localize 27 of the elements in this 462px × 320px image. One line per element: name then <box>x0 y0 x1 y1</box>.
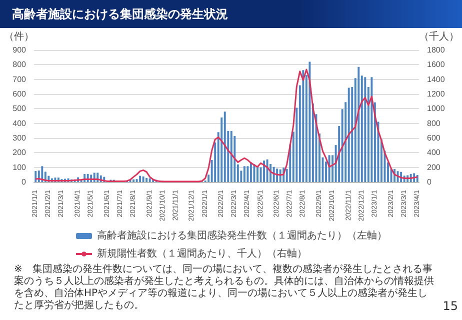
y2-tick-label: 200 <box>427 162 441 172</box>
y-tick-label: 800 <box>12 60 27 70</box>
text: 15 <box>442 299 458 313</box>
y2-tick-label: 1800 <box>427 46 446 54</box>
chart-title: 高齢者施設における集団感染の発生状況 <box>0 0 462 28</box>
y-tick-label: 200 <box>12 148 27 158</box>
y2-tick-label: 0 <box>427 178 432 186</box>
text: ※ 集団感染の発生件数については、同一の場において、複数の感染者が発生したとされる事案のうち５人以上の感染者が発生したと考えられるもの。具体的には、自治体からの情報提供を含め、自治体HPやメディア等の報道により、同一の場において５人以上の感染者が発生したと厚労省が把握したもの。 <box>14 264 435 312</box>
y2-tick-label: 400 <box>427 148 441 158</box>
y2-axis-title: （千人） <box>419 30 459 42</box>
y-tick-label: 500 <box>12 104 27 114</box>
y-tick-label: 100 <box>12 162 27 172</box>
y-tick-label: 900 <box>12 46 27 54</box>
y2-tick-label: 1200 <box>427 90 446 98</box>
y-tick-label: 400 <box>12 118 27 128</box>
y-tick-label: 700 <box>12 74 27 84</box>
y2-tick-label: 1400 <box>427 74 446 84</box>
legend-label: 新規陽性者数（１週間あたり、千人）（右軸） <box>97 248 307 260</box>
y-tick-label: 0 <box>22 178 27 186</box>
y2-tick-label: 1600 <box>427 60 446 70</box>
y2-tick-label: 800 <box>427 118 441 128</box>
y-tick-label: 600 <box>12 90 27 98</box>
legend-label: 高齢者施設における集団感染発生件数（１週間あたり）（左軸） <box>97 230 387 242</box>
y2-tick-label: 1000 <box>427 104 446 114</box>
y-axis-title: （件） <box>4 32 34 42</box>
y-tick-label: 300 <box>12 134 27 142</box>
y2-tick-label: 600 <box>427 134 441 142</box>
